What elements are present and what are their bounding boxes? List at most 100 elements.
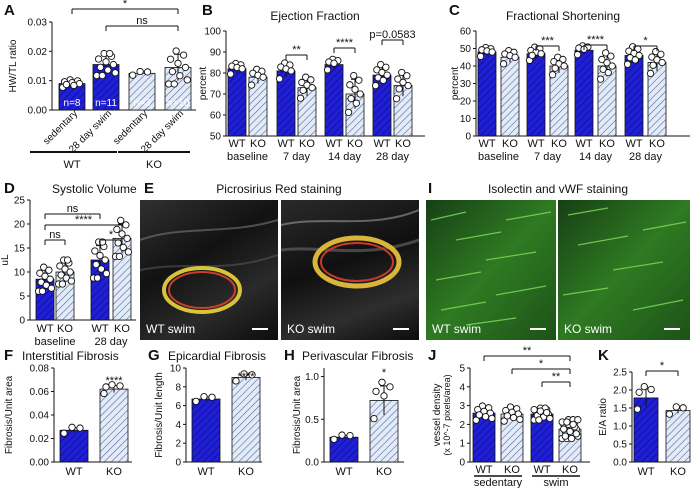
data-point xyxy=(543,408,551,417)
significance-label: ns xyxy=(67,203,79,215)
data-point xyxy=(599,65,607,73)
y-tick-label: 100 xyxy=(204,27,221,38)
significance-label: **** xyxy=(237,371,255,383)
y-tick-label: 2.5 xyxy=(613,368,627,379)
bar xyxy=(191,398,221,463)
data-point xyxy=(104,66,112,74)
data-point xyxy=(658,58,666,67)
n-label: n=3 xyxy=(134,98,151,109)
caption-wt-swim: WT swim xyxy=(146,322,196,336)
data-point xyxy=(537,50,545,58)
data-point xyxy=(481,412,490,421)
data-point xyxy=(344,108,353,117)
data-point xyxy=(560,62,568,70)
data-point xyxy=(640,383,648,391)
panel-title: Ejection Fraction xyxy=(270,9,359,23)
data-point xyxy=(330,435,338,444)
caption-ko-swim: KO swim xyxy=(287,322,335,336)
data-point xyxy=(91,247,99,255)
panel-letter: E xyxy=(144,180,154,197)
data-point xyxy=(102,383,110,391)
data-point xyxy=(378,378,386,386)
y-tick-label: 1.0 xyxy=(613,422,627,433)
y-tick-label: 3 xyxy=(459,401,465,412)
x-tick-label: WT xyxy=(65,466,82,478)
y-tick-label: 80 xyxy=(210,69,222,80)
data-point xyxy=(665,410,674,418)
x-tick-label: KO xyxy=(649,138,665,150)
significance-label: p=0.0583 xyxy=(369,29,415,41)
bar xyxy=(477,51,497,137)
y-axis-label-2: (x 10^-7 pixels/area) xyxy=(442,374,452,455)
y-tick-label: 30 xyxy=(460,79,472,90)
x-tick-label: WT xyxy=(325,138,342,150)
data-point xyxy=(346,81,354,89)
data-point xyxy=(404,81,412,90)
y-tick-label: 0.5 xyxy=(305,415,319,426)
data-point xyxy=(76,424,84,432)
y-tick-label: 5 xyxy=(459,364,465,375)
x-tick-label: WT xyxy=(475,464,492,476)
panel-letter: G xyxy=(148,347,160,364)
data-point xyxy=(623,60,632,68)
x-tick-label: KO xyxy=(551,138,567,150)
y-axis-label: percent xyxy=(450,67,461,101)
y-tick-label: 0.0 xyxy=(613,458,627,469)
data-point xyxy=(168,67,177,76)
data-point xyxy=(129,71,137,79)
data-point xyxy=(248,371,256,379)
data-point xyxy=(308,84,316,92)
significance-label: * xyxy=(660,360,665,372)
x-tick-label: KO xyxy=(57,323,73,335)
data-point xyxy=(355,76,363,84)
y-tick-label: 1 xyxy=(459,439,465,450)
x-tick-label: WT xyxy=(335,466,352,478)
x-tick-label: KO xyxy=(504,464,520,476)
data-point xyxy=(392,95,401,103)
data-point xyxy=(123,234,131,243)
data-point xyxy=(647,385,655,394)
data-point xyxy=(67,277,76,285)
data-point xyxy=(560,425,568,433)
data-point xyxy=(399,78,407,86)
y-axis-label: percent xyxy=(198,67,209,101)
significance-label: * xyxy=(643,35,648,47)
data-point xyxy=(68,423,76,431)
scale-bar xyxy=(252,328,268,330)
caption-wt-swim: WT swim xyxy=(432,322,482,336)
y-tick-label: 0.02 xyxy=(30,434,50,445)
x-tick-label: KO xyxy=(599,138,615,150)
x-tick-label: KO xyxy=(238,466,254,478)
data-point xyxy=(232,377,240,385)
group-label: sedentary xyxy=(474,477,523,488)
data-point xyxy=(100,389,108,398)
data-point xyxy=(101,256,109,264)
x-tick-label: KO xyxy=(670,466,686,478)
data-point xyxy=(563,418,571,426)
y-tick-label: 0.5 xyxy=(613,440,627,451)
x-tick-label: WT xyxy=(36,323,53,335)
group-label: 28 day xyxy=(94,336,128,348)
significance-label: ns xyxy=(49,229,61,241)
data-point xyxy=(113,225,121,234)
y-tick-label: 2 xyxy=(175,439,181,450)
significance-label: ** xyxy=(292,44,301,56)
data-point xyxy=(603,59,611,67)
significance-label: ** xyxy=(523,345,532,357)
y-tick-label: 0 xyxy=(459,458,465,469)
significance-label: ns xyxy=(136,15,148,27)
x-tick-label: KO xyxy=(106,466,122,478)
y-tick-label: 0 xyxy=(465,132,471,143)
x-tick-label: KO xyxy=(562,464,578,476)
y-tick-label: 90 xyxy=(210,48,222,59)
data-point xyxy=(604,68,612,77)
y-tick-label: 4 xyxy=(175,420,181,431)
data-point xyxy=(114,239,122,247)
x-tick-label: WT xyxy=(277,138,294,150)
data-point xyxy=(109,60,118,69)
data-point xyxy=(330,59,338,67)
y-tick-label: 0.01 xyxy=(28,76,48,87)
data-point xyxy=(530,406,538,414)
x-tick-label: WT xyxy=(637,466,654,478)
